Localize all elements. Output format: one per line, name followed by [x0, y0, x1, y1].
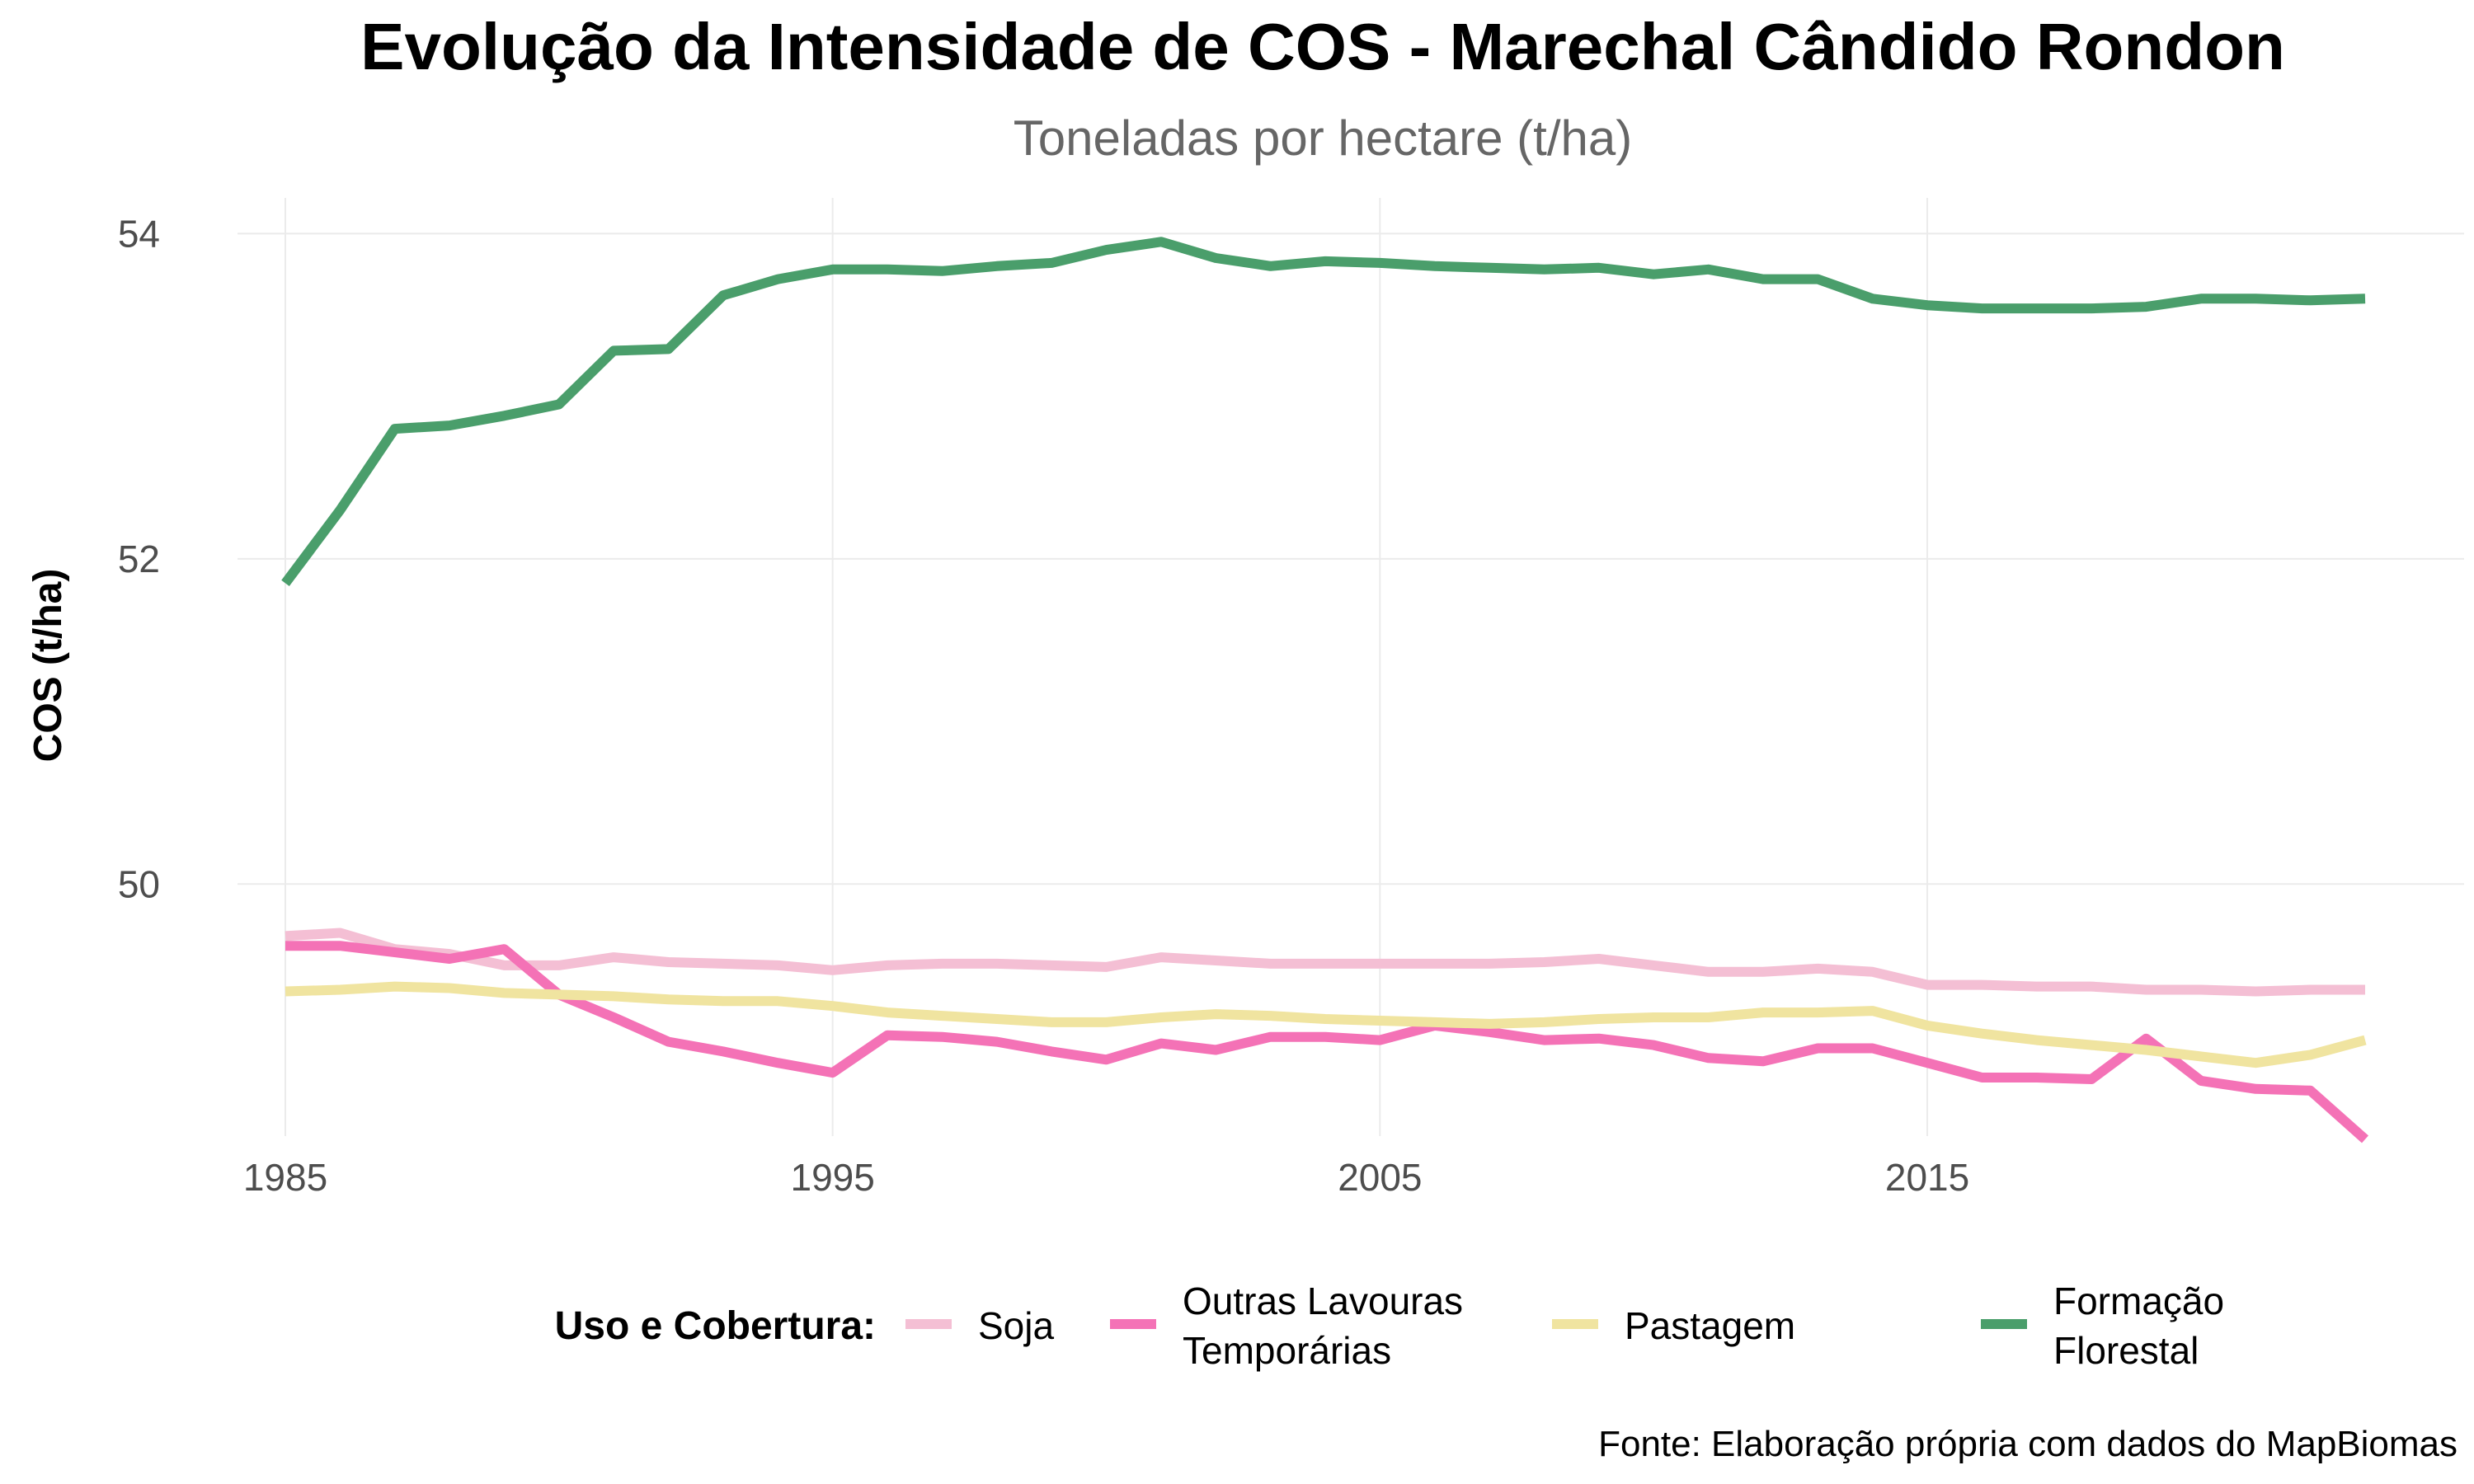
x-tick-label-2005: 2005	[1338, 1156, 1422, 1199]
legend: Uso e Cobertura: Soja Outras Lavouras Temp…	[555, 1280, 2224, 1372]
axis-ticks: 1985 1995 2005 2015 50 52 54	[118, 212, 1969, 1199]
x-tick-label-1985: 1985	[243, 1156, 327, 1199]
series-line-1	[285, 941, 2368, 1144]
series-line-0	[285, 928, 2365, 997]
legend-label-1-1: Temporárias	[1183, 1329, 1391, 1372]
x-tick-label-1995: 1995	[791, 1156, 875, 1199]
legend-label-1-0: Outras Lavouras	[1183, 1280, 1463, 1322]
legend-label-2-0: Pastagem	[1625, 1304, 1795, 1347]
y-tick-label-54: 54	[118, 212, 160, 255]
x-tick-label-2015: 2015	[1885, 1156, 1969, 1199]
legend-label-3-0: Formação	[2053, 1280, 2224, 1322]
series-line-2	[285, 981, 2367, 1068]
chart-title: Evolução da Intensidade de COS - Marecha…	[360, 10, 2285, 83]
grid	[238, 198, 2464, 1136]
caption: Fonte: Elaboração própria com dados do M…	[1598, 1424, 2458, 1464]
y-tick-label-52: 52	[118, 538, 160, 580]
series-lines	[281, 237, 2368, 1144]
legend-label-3-1: Florestal	[2053, 1329, 2199, 1372]
chart-subtitle: Toneladas por hectare (t/ha)	[1014, 110, 1632, 166]
legend-title: Uso e Cobertura:	[555, 1304, 876, 1348]
series-line-3	[281, 237, 2366, 586]
y-tick-label-50: 50	[118, 862, 160, 905]
legend-label-0-0: Soja	[978, 1304, 1054, 1347]
y-axis-label: COS (t/ha)	[26, 569, 70, 763]
